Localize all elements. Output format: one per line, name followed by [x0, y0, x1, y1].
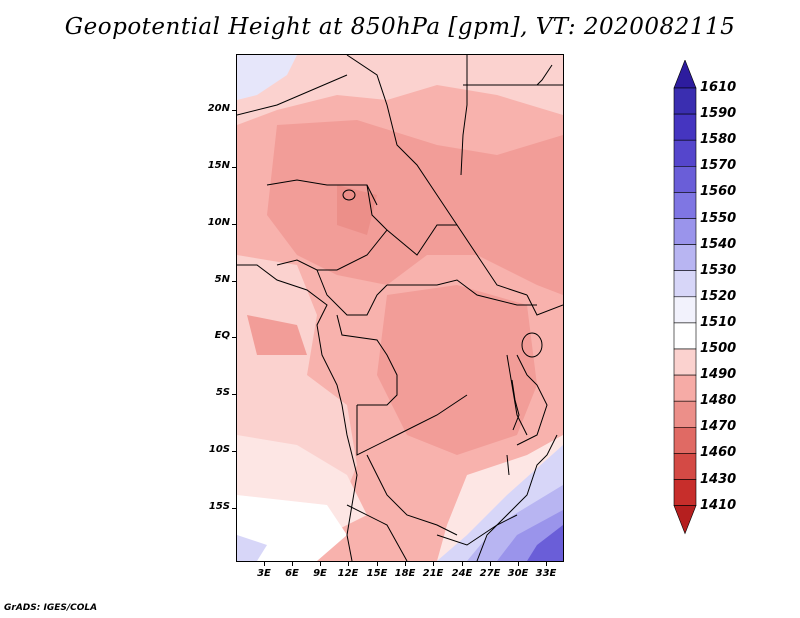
- colorbar-segment: [673, 192, 697, 219]
- lat-tick: [232, 508, 236, 509]
- map-field: [237, 55, 563, 561]
- colorbar-level-label: 1410: [700, 497, 737, 513]
- country-borders: [237, 55, 563, 561]
- colorbar-level-label: 1430: [700, 471, 737, 487]
- lon-tick: [490, 562, 491, 566]
- lat-label: EQ: [214, 330, 230, 341]
- colorbar-level-label: 1540: [700, 236, 737, 252]
- chart-title: Geopotential Height at 850hPa [gpm], VT:…: [64, 14, 736, 40]
- colorbar-level-label: 1550: [700, 210, 737, 226]
- colorbar-bottom-arrow: [673, 505, 697, 535]
- lon-label: 33E: [535, 568, 557, 579]
- colorbar: [673, 60, 697, 535]
- colorbar-segment: [673, 270, 697, 298]
- lon-label: 27E: [479, 568, 501, 579]
- lat-tick: [232, 281, 236, 282]
- colorbar-level-label: 1580: [700, 132, 737, 148]
- lat-tick: [232, 451, 236, 452]
- colorbar-segment: [673, 348, 697, 376]
- colorbar-level-label: 1520: [700, 288, 737, 304]
- lon-tick: [348, 562, 349, 566]
- lon-label: 6E: [285, 568, 299, 579]
- lat-tick: [232, 110, 236, 111]
- lat-label: 5N: [214, 274, 230, 285]
- lat-label: 15N: [207, 160, 230, 171]
- lon-tick: [405, 562, 406, 566]
- lat-tick: [232, 394, 236, 395]
- colorbar-segment: [673, 453, 697, 480]
- lon-tick: [264, 562, 265, 566]
- lakes: [342, 189, 543, 476]
- lon-label: 18E: [394, 568, 416, 579]
- field-band-gulf-1480: [247, 315, 307, 355]
- colorbar-level-label: 1470: [700, 419, 737, 435]
- colorbar-level-label: 1480: [700, 393, 737, 409]
- colorbar-segment: [673, 479, 697, 506]
- colorbar-level-label: 1460: [700, 445, 737, 461]
- map-panel: [236, 54, 564, 562]
- colorbar-level-label: 1570: [700, 158, 737, 174]
- colorbar-segments: [673, 60, 697, 535]
- colorbar-segment: [673, 113, 697, 141]
- lon-label: 24E: [451, 568, 473, 579]
- field-band-sahel-1480: [267, 120, 563, 295]
- lon-tick: [433, 562, 434, 566]
- colorbar-level-label: 1560: [700, 184, 737, 200]
- colorbar-segment: [673, 139, 697, 167]
- lon-label: 9E: [313, 568, 327, 579]
- field-band-north: [237, 55, 563, 125]
- colorbar-level-label: 1530: [700, 262, 737, 278]
- colorbar-top-arrow: [673, 60, 697, 89]
- colorbar-level-label: 1490: [700, 367, 737, 383]
- colorbar-level-label: 1500: [700, 341, 737, 356]
- lon-label: 3E: [257, 568, 271, 579]
- lon-tick: [292, 562, 293, 566]
- lat-label: 20N: [207, 103, 230, 114]
- colorbar-segment: [673, 87, 697, 115]
- field-band-nw-1520: [237, 55, 297, 100]
- colorbar-segment: [673, 296, 697, 324]
- lon-tick: [518, 562, 519, 566]
- field-band-congo-1480: [377, 285, 537, 455]
- lat-tick: [232, 167, 236, 168]
- lat-label: 10N: [207, 217, 230, 228]
- lat-label: 10S: [208, 444, 230, 455]
- colorbar-segment: [673, 322, 697, 350]
- colorbar-segment: [673, 218, 697, 245]
- colorbar-level-label: 1610: [700, 80, 737, 95]
- lon-tick: [377, 562, 378, 566]
- colorbar-segment: [673, 374, 697, 402]
- lon-tick: [462, 562, 463, 566]
- colorbar-level-label: 1510: [700, 314, 737, 330]
- lat-label: 15S: [208, 501, 230, 512]
- field-band-se-1560: [527, 525, 563, 561]
- lon-tick: [320, 562, 321, 566]
- lat-tick: [232, 224, 236, 225]
- colorbar-segment: [673, 244, 697, 272]
- field-band-sw-1520: [237, 535, 267, 561]
- colorbar-segment: [673, 426, 697, 454]
- lon-label: 30E: [507, 568, 529, 579]
- coastlines: [237, 64, 558, 561]
- lat-tick: [232, 337, 236, 338]
- lon-tick: [546, 562, 547, 566]
- lon-label: 21E: [422, 568, 444, 579]
- lon-label: 15E: [366, 568, 388, 579]
- field-band-chad-1470: [337, 185, 377, 235]
- colorbar-segment: [673, 400, 697, 428]
- lon-label: 12E: [337, 568, 359, 579]
- colorbar-level-label: 1590: [700, 106, 737, 122]
- credit-text: GrADS: IGES/COLA: [4, 603, 98, 613]
- colorbar-segment: [673, 166, 697, 193]
- lat-label: 5S: [215, 387, 230, 398]
